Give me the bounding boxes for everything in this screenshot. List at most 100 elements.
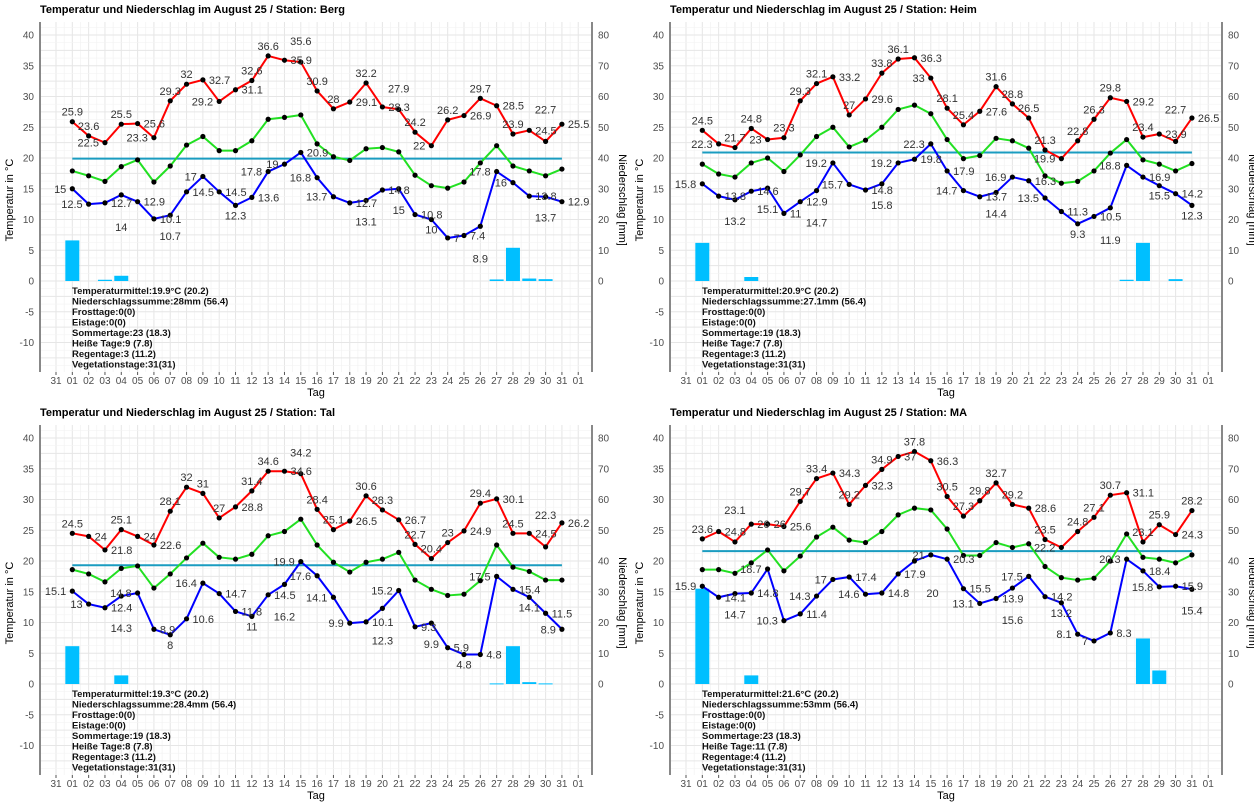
x-tick-label: 30 [1170, 779, 1182, 790]
max-temp-point [944, 493, 950, 500]
min-temp-label: 12.7 [356, 198, 377, 210]
min-temp-label: 15.9 [1182, 581, 1203, 593]
y-tick-label: 15 [23, 184, 35, 195]
y-tick-label: 20 [23, 557, 35, 568]
mean-temp-point [151, 179, 157, 185]
mean-temp-point [732, 174, 738, 180]
x-tick-label: 17 [328, 779, 340, 790]
x-tick-label: 12 [876, 376, 888, 387]
x-tick-label: 19 [361, 376, 373, 387]
y-tick-label: 20 [653, 154, 665, 165]
precip-bar [1152, 670, 1167, 684]
max-temp-point [1124, 490, 1130, 496]
y2-tick-label: 70 [1228, 61, 1240, 72]
max-temp-point [249, 488, 255, 494]
max-temp-label: 37.8 [904, 437, 925, 449]
max-temp-point [1058, 544, 1064, 551]
x-tick-label: 22 [409, 376, 421, 387]
x-tick-label: 18 [344, 779, 356, 790]
min-temp-point [846, 574, 852, 580]
max-temp-label: 24 [144, 531, 156, 543]
max-temp-label: 29.7 [470, 83, 491, 95]
y-tick-label: 5 [28, 649, 34, 660]
stats-line: Sommertage:23 (18.3) [72, 328, 171, 339]
max-temp-point [543, 138, 549, 144]
stats-line: Frosttage:0(0) [72, 307, 135, 318]
max-temp-label: 22.7 [1165, 104, 1186, 116]
y2-tick-label: 20 [598, 618, 610, 629]
max-temp-point [846, 112, 852, 118]
min-temp-label: 13.2 [724, 216, 745, 228]
max-temp-label: 22.3 [535, 510, 556, 522]
mean-temp-point [363, 146, 369, 152]
max-temp-point [298, 59, 304, 65]
y2-tick-label: 60 [1228, 495, 1240, 506]
x-tick-label: 03 [729, 779, 741, 790]
min-temp-point [314, 175, 320, 181]
max-temp-point [813, 80, 820, 87]
max-temp-point [699, 536, 705, 542]
x-tick-label: 28 [507, 779, 519, 790]
min-temp-label: 7 [1082, 636, 1088, 648]
min-temp-label: 17.4 [855, 572, 876, 584]
stats-line: Niederschlagssumme:27.1mm (56.4) [702, 297, 866, 308]
min-temp-point [895, 571, 901, 577]
min-temp-label: 14 [115, 222, 127, 234]
mean-temp-point [183, 555, 190, 561]
mean-temp-point [347, 569, 353, 575]
max-temp-label: 26.2 [437, 105, 458, 117]
min-temp-label: 15.5 [1149, 191, 1170, 203]
max-temp-point [911, 448, 918, 455]
mean-temp-point [911, 102, 918, 108]
min-temp-point [412, 211, 418, 218]
x-tick-label: 27 [491, 376, 503, 387]
precip-bar [489, 683, 504, 685]
max-temp-label: 22.7 [404, 529, 425, 541]
max-temp-point [1042, 147, 1048, 153]
y-tick-label: 30 [23, 92, 35, 103]
x-tick-label: 02 [713, 376, 725, 387]
stats-line: Vegetationstage:31(31) [702, 360, 805, 371]
max-temp-label: 25.5 [568, 119, 589, 131]
min-temp-point [314, 573, 320, 579]
max-temp-label: 23 [749, 135, 761, 147]
mean-temp-point [216, 554, 222, 560]
mean-temp-point [232, 556, 239, 562]
y2-tick-label: 40 [1228, 557, 1240, 568]
precip-bar [538, 279, 553, 281]
min-temp-point [216, 590, 222, 597]
mean-temp-point [200, 133, 206, 140]
x-tick-label: 07 [165, 779, 177, 790]
chart-panel: Temperatur und Niederschlag im August 25… [634, 4, 1254, 399]
max-temp-label: 31.6 [985, 72, 1006, 84]
min-temp-point [118, 192, 124, 198]
min-temp-point [265, 168, 271, 175]
max-temp-point [944, 105, 950, 111]
min-temp-point [363, 619, 369, 625]
x-tick-label: 16 [312, 376, 324, 387]
min-temp-point [543, 194, 549, 200]
y-tick-label: -10 [650, 741, 665, 752]
y-tick-label: -5 [25, 307, 34, 318]
y-tick-label: 10 [653, 618, 665, 629]
x-tick-label: 25 [1088, 376, 1100, 387]
chart-panel: Temperatur und Niederschlag im August 25… [4, 407, 628, 802]
mean-temp-point [1091, 168, 1097, 174]
mean-temp-point [830, 524, 836, 530]
max-temp-label: 29.6 [872, 94, 893, 106]
x-tick-label: 05 [762, 779, 774, 790]
mean-temp-point [363, 559, 369, 565]
y-tick-label: 15 [653, 587, 665, 598]
mean-temp-point [1156, 161, 1162, 167]
max-temp-point [216, 98, 222, 105]
stats-line: Temperaturmittel:19.9°C (20.2) [72, 286, 209, 297]
min-temp-label: 8.9 [541, 624, 556, 636]
min-temp-label: 13.1 [355, 216, 376, 228]
max-temp-point [298, 471, 304, 477]
max-temp-label: 23.9 [1165, 129, 1186, 141]
x-tick-label: 01 [573, 779, 585, 790]
y2-tick-label: 80 [598, 31, 610, 42]
max-temp-label: 26 [757, 519, 769, 531]
max-temp-point [928, 75, 934, 81]
mean-temp-point [1042, 563, 1048, 570]
